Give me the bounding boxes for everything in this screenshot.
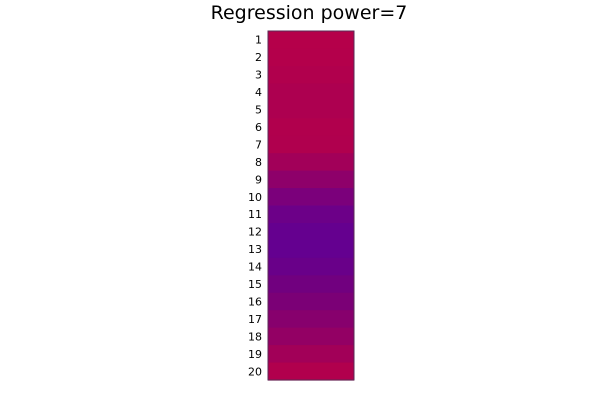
y-tick-label: 3: [255, 69, 262, 82]
heatmap-cell-row-19: [268, 345, 354, 364]
heatmap-cell-row-7: [268, 135, 354, 154]
heatmap-cell-row-6: [268, 118, 354, 137]
y-tick-label: 8: [255, 156, 262, 169]
heatmap-cell-row-13: [268, 240, 354, 259]
y-tick-label: 18: [248, 330, 262, 343]
y-tick-label: 1: [255, 34, 262, 47]
y-tick-label: 15: [248, 278, 262, 291]
heatmap-cell-row-17: [268, 310, 354, 329]
heatmap-cell-row-12: [268, 222, 354, 241]
y-tick-label: 19: [248, 348, 262, 361]
y-tick-label: 7: [255, 138, 262, 151]
heatmap-cell-row-4: [268, 83, 354, 102]
y-tick-label: 11: [248, 208, 262, 221]
y-tick-label: 16: [248, 295, 262, 308]
heatmap-cell-row-16: [268, 292, 354, 311]
y-tick-label: 2: [255, 51, 262, 64]
heatmap-cell-row-1: [268, 31, 354, 50]
heatmap-cell-row-18: [268, 327, 354, 346]
y-tick-label: 14: [248, 261, 262, 274]
heatmap-cell-row-8: [268, 153, 354, 172]
heatmap-cells: [268, 31, 354, 381]
y-tick-label: 17: [248, 313, 262, 326]
y-tick-label: 5: [255, 104, 262, 117]
y-tick-label: 10: [248, 191, 262, 204]
chart-title: Regression power=7: [211, 2, 408, 24]
heatmap-cell-row-11: [268, 205, 354, 224]
y-tick-label: 9: [255, 173, 262, 186]
heatmap-frame: [267, 30, 355, 381]
heatmap-cell-row-3: [268, 65, 354, 84]
y-tick-label: 20: [248, 365, 262, 378]
heatmap-cell-row-9: [268, 170, 354, 189]
y-tick-label: 13: [248, 243, 262, 256]
heatmap-cell-row-14: [268, 257, 354, 276]
heatmap-cell-row-2: [268, 48, 354, 67]
heatmap-cell-row-10: [268, 188, 354, 207]
heatmap-cell-row-5: [268, 100, 354, 119]
y-tick-label: 12: [248, 226, 262, 239]
heatmap-cell-row-20: [268, 362, 354, 381]
y-tick-label: 4: [255, 86, 262, 99]
heatmap-cell-row-15: [268, 275, 354, 294]
y-tick-label: 6: [255, 121, 262, 134]
